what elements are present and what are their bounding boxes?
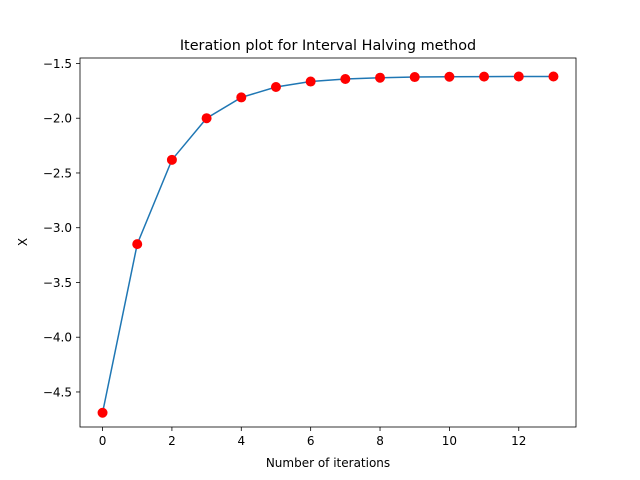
plot-frame: [79, 57, 577, 428]
data-point: [305, 76, 316, 87]
data-point: [375, 72, 386, 83]
data-point: [409, 72, 420, 83]
y-axis-label: X: [16, 238, 30, 246]
data-point: [97, 407, 108, 418]
y-tick-label: −2.5: [43, 166, 72, 180]
x-tick-label: 6: [307, 434, 315, 448]
data-point: [444, 71, 455, 82]
data-point: [166, 154, 177, 165]
y-tick-label: −3.5: [43, 276, 72, 290]
x-tick-label: 0: [99, 434, 107, 448]
x-tick-label: 4: [237, 434, 245, 448]
data-point: [270, 82, 281, 93]
y-tick-label: −1.5: [43, 57, 72, 71]
x-tick-label: 10: [442, 434, 457, 448]
data-point: [548, 71, 559, 82]
data-point: [201, 113, 212, 124]
x-tick-label: 12: [511, 434, 526, 448]
series-line: [101, 75, 554, 413]
y-tick-label: −4.5: [43, 385, 72, 399]
x-tick-label: 8: [376, 434, 384, 448]
x-tick-label: 2: [168, 434, 176, 448]
y-tick-label: −4.0: [43, 331, 72, 345]
x-axis-label: Number of iterations: [266, 456, 390, 470]
axes: 0 2 4 6 8 10 12 −4.5 −4.0 −3.5 −3.0 −2.5 −2.0 −1.5: [43, 57, 577, 448]
y-tick-label: −2.0: [43, 112, 72, 126]
plot-area: [97, 71, 559, 418]
chart-title: Iteration plot for Interval Halving meth…: [180, 38, 476, 54]
data-point: [479, 71, 490, 82]
data-point: [513, 71, 524, 82]
data-point: [340, 74, 351, 85]
data-point: [236, 92, 247, 103]
y-tick-label: −3.0: [43, 221, 72, 235]
data-point: [132, 239, 143, 250]
